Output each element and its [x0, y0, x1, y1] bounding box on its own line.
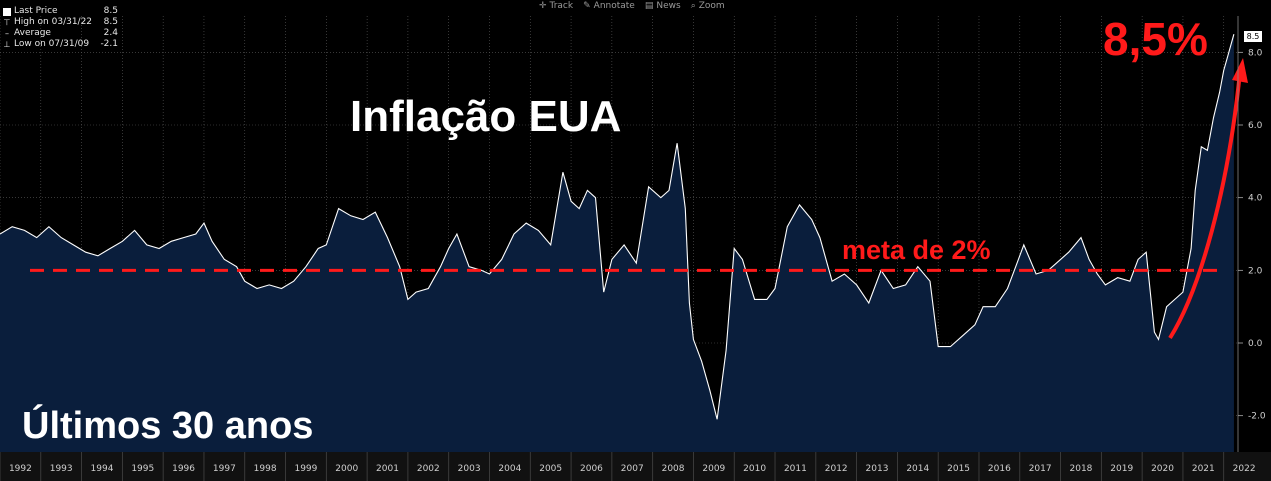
x-tick-label: 2006 — [580, 464, 603, 474]
magnifier-icon: ⌕ — [690, 1, 696, 11]
track-label: Track — [549, 1, 574, 11]
chart-toolbar: ✛ Track ✎ Annotate ▤ News ⌕ Zoom — [539, 1, 725, 11]
y-tick-label: 2.0 — [1248, 266, 1263, 276]
x-tick-label: 2007 — [621, 464, 644, 474]
legend-label: Average — [14, 28, 51, 38]
x-tick-label: 2021 — [1192, 464, 1215, 474]
x-tick-label: 2017 — [1029, 464, 1052, 474]
legend-row-high: ⊤ High on 03/31/22 8.5 — [3, 17, 118, 28]
trend-arrowhead — [1232, 58, 1248, 83]
pencil-icon: ✎ — [583, 1, 591, 11]
legend-label: High on 03/31/22 — [14, 17, 93, 27]
x-tick-label: 1999 — [294, 464, 317, 474]
x-tick-label: 1992 — [9, 464, 32, 474]
news-icon: ▤ — [644, 1, 654, 11]
x-tick-label: 2000 — [335, 464, 358, 474]
legend-value: -2.1 — [100, 39, 118, 49]
x-tick-label: 1993 — [50, 464, 73, 474]
y-tick-label: -2.0 — [1248, 412, 1266, 422]
x-tick-label: 2018 — [1070, 464, 1093, 474]
x-tick-label: 2009 — [702, 464, 725, 474]
x-tick-label: 2015 — [947, 464, 970, 474]
legend: Last Price 8.5 ⊤ High on 03/31/22 8.5 – Av… — [3, 6, 118, 50]
high-marker-icon: ⊤ — [3, 17, 11, 27]
x-tick-label: 2004 — [498, 464, 521, 474]
last-value-callout: 8,5% — [1103, 13, 1208, 65]
x-tick-label: 2019 — [1110, 464, 1133, 474]
x-tick-label: 2008 — [662, 464, 685, 474]
x-tick-label: 2002 — [417, 464, 440, 474]
x-tick-label: 1994 — [91, 464, 114, 474]
news-button[interactable]: ▤ News — [645, 1, 681, 11]
x-tick-label: 2013 — [866, 464, 889, 474]
x-tick-label: 2014 — [906, 464, 929, 474]
series-area — [0, 34, 1234, 452]
chart-title: Inflação EUA — [350, 92, 622, 141]
y-tick-label: 4.0 — [1248, 194, 1263, 204]
legend-row-average: – Average 2.4 — [3, 28, 118, 39]
y-tick-label: 6.0 — [1248, 121, 1263, 131]
average-line-icon: – — [5, 28, 9, 38]
y-tick-label: 8.0 — [1248, 48, 1263, 58]
x-tick-label: 2005 — [539, 464, 562, 474]
legend-row-last: Last Price 8.5 — [3, 6, 118, 17]
trend-arrow — [1168, 71, 1242, 340]
annotate-label: Annotate — [593, 1, 635, 11]
x-tick-label: 2010 — [743, 464, 766, 474]
annotate-button[interactable]: ✎ Annotate — [583, 1, 635, 11]
y-tick-label: 0.0 — [1248, 339, 1263, 349]
legend-label: Last Price — [14, 6, 58, 16]
last-price-badge: 8.5 — [1244, 31, 1262, 42]
x-tick-label: 2011 — [784, 464, 807, 474]
x-tick-label: 2001 — [376, 464, 399, 474]
target-label: meta de 2% — [842, 235, 991, 265]
x-tick-label: 2012 — [825, 464, 848, 474]
zoom-button[interactable]: ⌕ Zoom — [691, 1, 725, 11]
x-tick-label: 1998 — [254, 464, 277, 474]
x-tick-label: 2020 — [1151, 464, 1174, 474]
legend-label: Low on 07/31/09 — [14, 39, 90, 49]
chart-subtitle: Últimos 30 anos — [22, 405, 314, 447]
x-tick-label: 1995 — [131, 464, 154, 474]
crosshair-icon: ✛ — [539, 1, 547, 11]
legend-value: 8.5 — [103, 17, 118, 27]
x-tick-label: 2016 — [988, 464, 1011, 474]
track-button[interactable]: ✛ Track — [539, 1, 573, 11]
zoom-label: Zoom — [698, 1, 725, 11]
x-axis-bar — [0, 452, 1271, 481]
legend-value: 2.4 — [103, 28, 118, 38]
x-tick-label: 2022 — [1233, 464, 1256, 474]
x-tick-label: 1997 — [213, 464, 236, 474]
legend-row-low: ⊥ Low on 07/31/09 -2.1 — [3, 39, 118, 50]
x-tick-label: 2003 — [458, 464, 481, 474]
legend-value: 8.5 — [103, 6, 118, 16]
news-label: News — [656, 1, 681, 11]
low-marker-icon: ⊥ — [3, 39, 11, 49]
last-price-swatch-icon — [3, 7, 11, 16]
x-tick-label: 1996 — [172, 464, 195, 474]
